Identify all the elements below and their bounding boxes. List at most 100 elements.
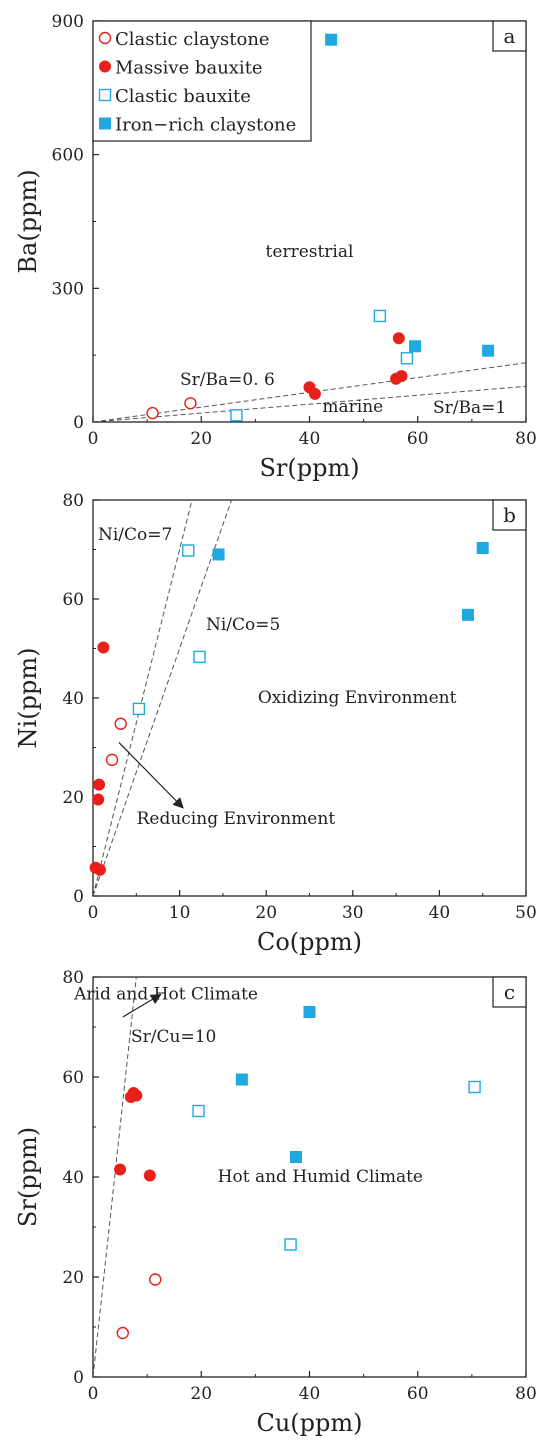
region-label: Arid and Hot Climate [73, 985, 258, 1005]
x-tick-label: 40 [429, 903, 451, 923]
x-tick-label: 20 [190, 429, 212, 449]
data-point-square-filled [303, 1006, 316, 1018]
data-point-circle-filled [395, 370, 408, 383]
data-point-square-open [132, 702, 146, 716]
direction-arrow [118, 742, 184, 809]
x-tick-label: 20 [190, 1384, 212, 1404]
ratio-line-label: Ni/Co=7 [98, 525, 172, 545]
data-point-square-open [468, 1080, 481, 1094]
x-tick-label: 60 [407, 429, 429, 449]
ratio-line [93, 500, 193, 896]
ratio-line-label: Ni/Co=5 [206, 615, 280, 635]
data-point-circle-open [116, 1326, 129, 1340]
x-tick-label: 30 [342, 903, 364, 923]
data-point-circle-filled [308, 387, 321, 400]
y-tick-label: 80 [62, 968, 84, 988]
ratio-line-label: Sr/Cu=10 [131, 1027, 216, 1047]
data-point-circle-filled [93, 778, 106, 791]
y-tick-label: 300 [52, 279, 84, 299]
data-point-square-open [400, 352, 414, 365]
legend-marker [98, 88, 112, 102]
region-label: marine [322, 397, 383, 417]
legend: Clastic claystone Massive bauxite Clastic … [92, 20, 312, 142]
x-tick-label: 80 [515, 429, 537, 449]
x-tick-label: 20 [255, 903, 277, 923]
x-tick-label: 0 [88, 903, 99, 923]
legend-label: Massive bauxite [115, 58, 263, 79]
legend-label: Clastic bauxite [115, 86, 251, 107]
y-tick-label: 80 [62, 491, 84, 511]
chart-panel-b: 0 10 20 30 40 50 0 20 40 60 80 Co(ppm) Ni(ppm) Ni/Co=… [14, 491, 537, 956]
data-point-circle-filled [93, 863, 106, 876]
legend-marker [99, 60, 111, 73]
y-axis-title: Sr(ppm) [14, 1127, 42, 1227]
data-point-circle-filled [92, 793, 105, 806]
x-axis-title: Co(ppm) [257, 928, 362, 956]
chart-panel-c: 0 20 40 60 80 0 20 40 60 80 Cu(ppm) Sr(ppm) Sr/Cu=10… [14, 968, 537, 1437]
y-axis-title: Ni(ppm) [14, 648, 42, 749]
data-point-square-filled [461, 608, 474, 621]
y-tick-label: 0 [73, 1368, 84, 1388]
data-point-square-open [182, 544, 195, 557]
x-tick-label: 0 [88, 429, 99, 449]
data-point-square-filled [476, 542, 489, 555]
data-point-circle-filled [130, 1089, 143, 1102]
data-point-square-open [192, 1104, 205, 1118]
data-point-square-open [284, 1238, 297, 1251]
legend-label: Clastic claystone [115, 29, 270, 50]
y-tick-label: 0 [73, 887, 84, 907]
data-point-circle-open [149, 1273, 162, 1286]
x-axis-title: Sr(ppm) [259, 454, 359, 482]
y-tick-label: 0 [73, 413, 84, 433]
y-tick-label: 40 [62, 689, 84, 709]
ratio-line-label: Sr/Ba=0. 6 [180, 370, 275, 390]
data-point-square-filled [235, 1073, 248, 1086]
data-point-square-filled [482, 344, 495, 357]
ratio-line-label: Sr/Ba=1 [433, 398, 506, 418]
data-point-circle-open [146, 406, 159, 420]
direction-arrow [122, 993, 162, 1018]
legend-label: Iron−rich claystone [115, 115, 296, 136]
y-tick-label: 900 [52, 12, 84, 32]
data-point-square-filled [325, 33, 338, 46]
legend-marker [99, 117, 111, 130]
data-point-square-filled [289, 1151, 302, 1163]
panel-letter: b [503, 503, 516, 527]
data-point-square-filled [212, 548, 225, 561]
data-point-square-open [193, 650, 206, 664]
y-tick-label: 60 [62, 1068, 84, 1088]
data-point-circle-filled [392, 332, 405, 345]
region-label: Hot and Humid Climate [218, 1167, 423, 1187]
x-tick-label: 80 [515, 1384, 537, 1404]
panel-letter-box [492, 499, 527, 531]
x-tick-label: 40 [299, 1384, 321, 1404]
x-tick-label: 60 [407, 1384, 429, 1404]
ratio-line [93, 385, 526, 422]
ratio-line [93, 977, 137, 1377]
region-label: Reducing Environment [137, 809, 336, 829]
panel-letter-box [492, 976, 527, 1008]
data-point-circle-filled [97, 641, 110, 654]
data-point-circle-open [114, 717, 127, 730]
x-tick-label: 40 [299, 429, 321, 449]
y-axis-title: Ba(ppm) [14, 169, 42, 273]
region-label: Oxidizing Environment [258, 688, 457, 708]
legend-marker [98, 31, 112, 45]
x-axis-title: Cu(ppm) [256, 1409, 362, 1437]
data-point-square-open [373, 309, 387, 323]
data-point-circle-open [105, 753, 119, 767]
chart-panels: 0 20 40 60 800300600900Sr(ppm)Ba(ppm)Sr/Ba=0… [14, 12, 537, 1437]
data-point-square-filled [409, 340, 422, 353]
data-point-circle-filled [114, 1163, 127, 1176]
region-label: terrestrial [266, 242, 354, 262]
x-tick-label: 0 [88, 1384, 99, 1404]
y-tick-label: 20 [62, 788, 84, 808]
y-tick-label: 60 [62, 590, 84, 610]
chart-panel-a: 0 20 40 60 80 0 300 600 900 Sr(ppm) Ba(ppm) Sr/Ba=0… [14, 12, 537, 482]
panel-letter-box [492, 20, 527, 52]
x-tick-label: 50 [515, 903, 537, 923]
legend-box [92, 20, 312, 142]
ratio-line [93, 500, 233, 896]
data-point-circle-open [184, 397, 197, 410]
